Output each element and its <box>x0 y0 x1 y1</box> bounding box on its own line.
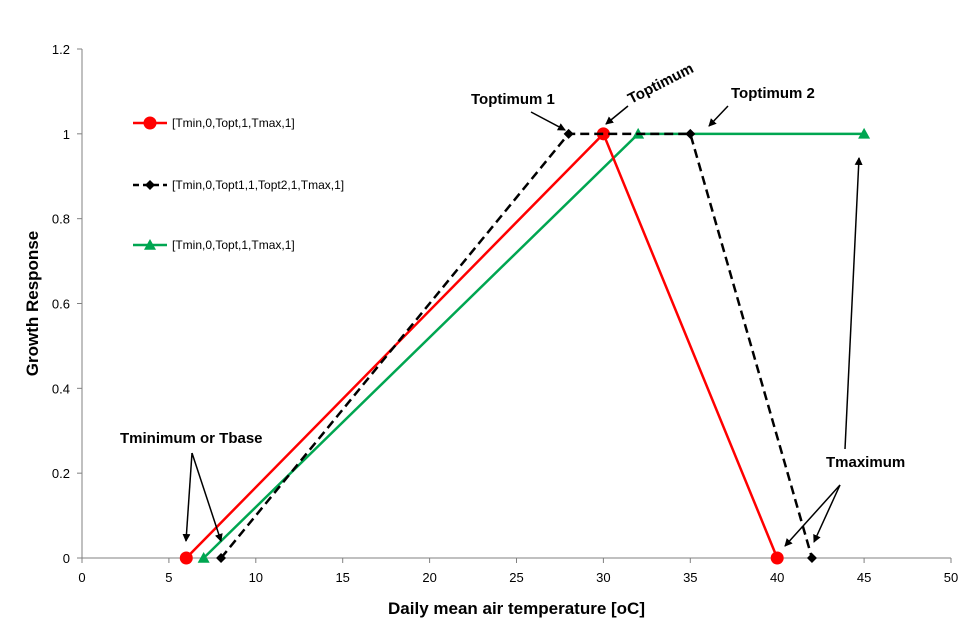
y-tick-label: 0.6 <box>52 297 70 312</box>
annotation-arrow <box>784 484 841 547</box>
data-point <box>197 552 210 563</box>
annotation-arrow <box>605 105 629 125</box>
legend-label: [Tmin,0,Topt,1,Tmax,1] <box>172 238 295 252</box>
y-tick-label: 0 <box>63 551 70 566</box>
annotation-arrow <box>191 452 223 542</box>
y-tick-label: 0.8 <box>52 212 70 227</box>
annotation-arrow <box>708 105 729 127</box>
data-point <box>858 127 871 139</box>
x-tick-label: 30 <box>596 570 610 585</box>
y-axis-title: Growth Response <box>23 231 42 376</box>
data-point <box>596 127 610 141</box>
legend-item: [Tmin,0,Topt,1,Tmax,1] <box>133 116 295 130</box>
x-tick-label: 35 <box>683 570 697 585</box>
x-tick-label: 0 <box>78 570 85 585</box>
annotation-label: Toptimum 2 <box>731 85 815 102</box>
annotation-label: Tmaximum <box>826 454 905 471</box>
x-axis-title: Daily mean air temperature [oC] <box>388 599 645 618</box>
data-point <box>563 128 574 139</box>
x-tick-label: 15 <box>335 570 349 585</box>
legend-label: [Tmin,0,Topt,1,Tmax,1] <box>172 116 295 130</box>
data-point <box>179 551 193 565</box>
legend-marker <box>143 116 157 130</box>
legend-marker <box>144 239 156 250</box>
legend-marker <box>145 180 155 190</box>
series-1 <box>179 127 784 565</box>
annotation-arrow <box>813 484 841 543</box>
x-tick-label: 50 <box>944 570 958 585</box>
x-tick-label: 45 <box>857 570 871 585</box>
annotation-label: Tminimum or Tbase <box>120 430 263 447</box>
legend-item: [Tmin,0,Topt1,1,Topt2,1,Tmax,1] <box>133 178 344 192</box>
y-tick-label: 1 <box>63 127 70 142</box>
x-tick-label: 40 <box>770 570 784 585</box>
x-tick-label: 25 <box>509 570 523 585</box>
annotation-arrow <box>182 452 193 542</box>
data-point <box>770 551 784 565</box>
y-tick-label: 0.4 <box>52 381 70 396</box>
legend-label: [Tmin,0,Topt1,1,Topt2,1,Tmax,1] <box>172 178 344 192</box>
data-point <box>685 128 696 139</box>
y-tick-label: 0.2 <box>52 466 70 481</box>
axes: 0 5 10 15 20 25 30 35 40 45 50 0 0.2 0.4 0.6 0.8 1 1.2 Dai… <box>23 42 958 618</box>
annotation-arrow <box>844 157 863 450</box>
series-line <box>202 132 865 559</box>
legend: [Tmin,0,Topt,1,Tmax,1] [Tmin,0,Topt1,1,To… <box>133 116 344 252</box>
annotation-label: Toptimum <box>625 60 696 108</box>
x-tick-label: 20 <box>422 570 436 585</box>
data-point <box>216 553 227 563</box>
x-tick-label: 10 <box>249 570 263 585</box>
annotation-arrow <box>530 111 566 131</box>
annotation-label: Toptimum 1 <box>471 91 555 108</box>
legend-item: [Tmin,0,Topt,1,Tmax,1] <box>133 238 295 252</box>
x-tick-label: 5 <box>165 570 172 585</box>
series-layer <box>179 127 871 565</box>
y-tick-label: 1.2 <box>52 42 70 57</box>
data-point <box>806 553 817 563</box>
series-line <box>220 132 814 559</box>
series-line <box>185 132 779 559</box>
series-3 <box>197 127 871 563</box>
series-2 <box>216 128 817 563</box>
